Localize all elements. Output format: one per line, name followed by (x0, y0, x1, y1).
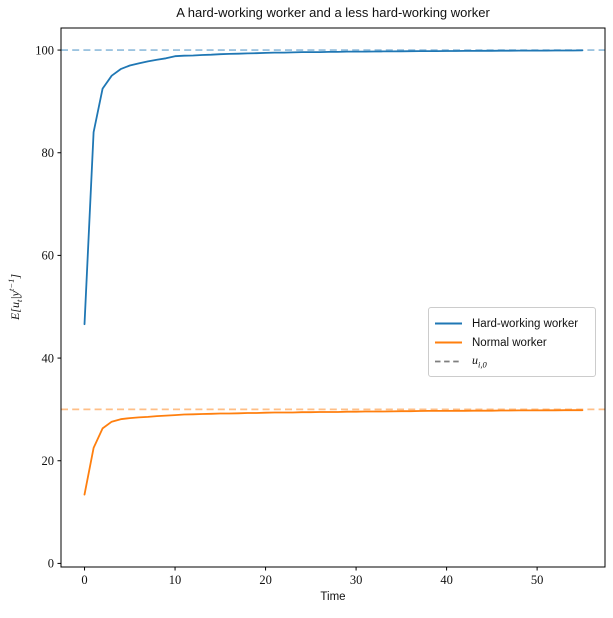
series-line-1 (83, 409, 584, 496)
ylabel-E: E (7, 312, 22, 321)
ylabel-u: u (7, 302, 22, 309)
y-tick-label: 0 (48, 557, 54, 571)
ylabel-y: y (7, 291, 22, 297)
y-axis-label: E[ut|yt−1] (6, 274, 24, 320)
x-tick-label: 50 (531, 573, 544, 587)
chart-title: A hard-working worker and a less hard-wo… (176, 5, 490, 20)
x-axis-label: Time (320, 591, 346, 603)
y-tick-label: 80 (42, 146, 55, 160)
ylabel-y-sup: t−1 (5, 278, 16, 291)
ylabel-bar: | (7, 296, 22, 300)
ylabel-lbracket: [ (7, 308, 22, 313)
legend-u-sub: i,0 (478, 359, 487, 370)
x-tick-label: 20 (259, 573, 272, 587)
legend-label-normal: Normal worker (472, 336, 547, 349)
legend-entry-hard-working: Hard-working worker (435, 314, 589, 333)
x-tick-label: 40 (440, 573, 453, 587)
y-tick-label: 100 (35, 43, 54, 57)
legend-entry-initial-skill: ui,0 (435, 352, 589, 371)
y-tick-label: 60 (42, 249, 55, 263)
legend-label-hard-working: Hard-working worker (472, 317, 579, 330)
y-tick-label: 20 (42, 454, 55, 468)
plot-frame (60, 27, 606, 568)
x-tick-label: 30 (350, 573, 363, 587)
legend-line-sample-initial-skill (435, 360, 462, 363)
ylabel-rbracket: ] (7, 273, 22, 279)
legend: Hard-working worker Normal worker ui,0 (428, 307, 596, 377)
y-tick-label: 40 (42, 351, 55, 365)
x-tick-label: 10 (169, 573, 182, 587)
x-tick-label: 0 (81, 573, 87, 587)
legend-line-sample-normal (435, 341, 462, 344)
legend-line-sample-hard-working (435, 322, 462, 325)
legend-entry-normal: Normal worker (435, 333, 589, 352)
series-line-0 (83, 49, 584, 326)
legend-u: u (472, 353, 478, 368)
legend-label-initial-skill: ui,0 (472, 353, 487, 369)
